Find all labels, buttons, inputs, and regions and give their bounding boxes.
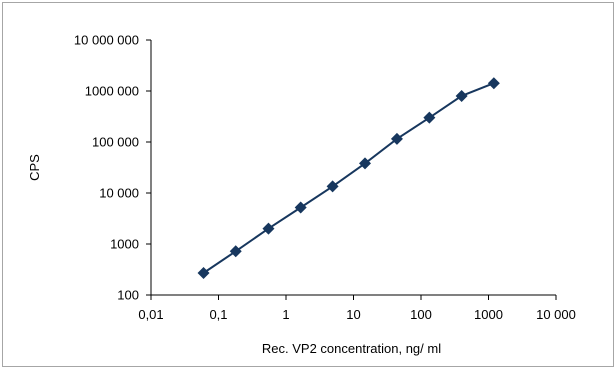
- series-layer: [197, 77, 500, 280]
- x-tick-label: 0,1: [209, 307, 227, 322]
- data-point-marker: [487, 77, 500, 90]
- data-point-marker: [197, 267, 210, 280]
- axes: [150, 40, 556, 296]
- data-point-marker: [294, 201, 307, 214]
- data-point-marker: [423, 111, 436, 124]
- data-point-marker: [326, 180, 339, 193]
- data-point-marker: [455, 89, 468, 102]
- y-tick-label: 1000: [110, 237, 139, 252]
- y-tick-label: 100: [117, 288, 139, 303]
- y-axis-title: CPS: [27, 154, 42, 181]
- y-tick-label: 10 000: [99, 186, 139, 201]
- y-tick-label: 1000 000: [85, 84, 139, 99]
- series-line: [202, 82, 495, 274]
- chart-frame: 100 1000 10 000 100 000 1000 000 10 000 000 0…: [2, 2, 614, 367]
- x-tick-label: 10 000: [536, 307, 576, 322]
- data-point-marker: [262, 222, 275, 235]
- x-tick-label: 1: [282, 307, 289, 322]
- x-tick-label: 10: [346, 307, 360, 322]
- y-tick-label: 100 000: [92, 135, 139, 150]
- x-tick-label: 0,01: [138, 307, 163, 322]
- data-point-marker: [390, 132, 403, 145]
- x-tick-label: 1000: [474, 307, 503, 322]
- data-point-marker: [229, 245, 242, 258]
- x-ticks: 0,01 0,1 1 10 100 1000 10 000: [138, 295, 576, 322]
- chart-svg: 100 1000 10 000 100 000 1000 000 10 000 000 0…: [27, 33, 576, 357]
- y-tick-label: 10 000 000: [74, 33, 139, 48]
- y-ticks: 100 1000 10 000 100 000 1000 000 10 000 000: [74, 33, 151, 303]
- data-point-marker: [358, 157, 371, 170]
- x-axis-title: Rec. VP2 concentration, ng/ ml: [262, 341, 441, 356]
- x-tick-label: 100: [410, 307, 432, 322]
